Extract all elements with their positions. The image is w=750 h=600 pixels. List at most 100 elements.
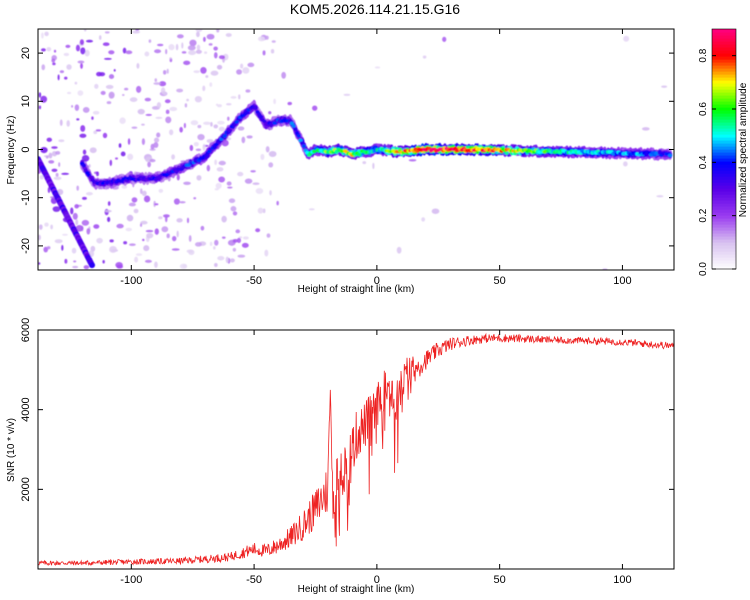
snr-marks <box>38 332 674 567</box>
colorbar-cell <box>712 227 736 231</box>
noise-speck <box>61 244 64 251</box>
noise-speck <box>218 176 226 183</box>
noise-speck <box>79 133 87 138</box>
noise-speck <box>230 96 237 99</box>
colorbar-cell <box>712 98 736 102</box>
noise-speck <box>144 259 152 263</box>
noise-speck <box>193 142 199 147</box>
noise-speck <box>53 176 62 180</box>
noise-speck <box>421 217 426 222</box>
noise-speck <box>46 246 51 250</box>
colorbar-cell <box>712 80 736 84</box>
y-tick-label: 10 <box>20 95 32 107</box>
noise-speck <box>137 108 145 115</box>
noise-speck <box>104 209 112 213</box>
noise-speck <box>141 123 145 126</box>
colorbar-cell <box>712 86 736 90</box>
noise-speck <box>75 219 79 226</box>
colorbar-cell <box>712 179 736 183</box>
noise-speck <box>232 247 237 252</box>
ridge-mark <box>312 149 317 154</box>
noise-speck <box>107 216 111 223</box>
ridge-mark <box>300 141 305 145</box>
colorbar-cell <box>712 155 736 159</box>
noise-speck <box>51 168 58 172</box>
noise-speck <box>312 105 318 111</box>
noise-speck <box>189 144 194 151</box>
noise-speck <box>41 64 46 71</box>
colorbar-cell <box>712 245 736 249</box>
noise-speck <box>214 239 219 246</box>
noise-speck <box>217 104 222 108</box>
colorbar-cell <box>712 212 736 216</box>
noise-speck <box>217 255 225 261</box>
ridge-mark <box>291 124 296 128</box>
colorbar-cell <box>712 176 736 180</box>
noise-speck <box>163 70 167 75</box>
colorbar-cell <box>712 68 736 72</box>
noise-speck <box>195 29 203 33</box>
colorbar-label: Normalized spectral amplitude <box>738 82 749 217</box>
noise-speck <box>187 45 196 51</box>
noise-speck <box>215 103 219 106</box>
noise-speck <box>75 44 81 52</box>
noise-speck <box>218 55 225 60</box>
y-tick-label: 6000 <box>20 318 32 342</box>
noise-speck <box>210 122 213 127</box>
noise-speck <box>108 50 115 55</box>
noise-speck <box>98 35 102 40</box>
noise-speck <box>158 188 164 193</box>
noise-speck <box>154 78 158 82</box>
colorbar-cell <box>712 260 736 264</box>
x-tick-label: -100 <box>120 275 142 287</box>
noise-speck <box>102 260 105 264</box>
noise-speck <box>165 48 168 55</box>
noise-speck <box>246 135 253 139</box>
noise-speck <box>265 35 269 40</box>
colorbar-cell <box>712 131 736 135</box>
colorbar-cell <box>712 47 736 51</box>
noise-speck <box>126 214 134 222</box>
noise-speck <box>206 139 214 143</box>
snr-background <box>38 330 674 569</box>
noise-speck <box>188 50 197 56</box>
colorbar-cell <box>712 263 736 267</box>
noise-speck <box>200 67 207 74</box>
noise-speck <box>109 159 113 166</box>
noise-speck <box>176 218 183 223</box>
noise-speck <box>235 229 241 234</box>
colorbar-cell <box>712 200 736 204</box>
noise-speck <box>82 107 90 113</box>
ridge-mark <box>88 175 93 179</box>
noise-speck <box>623 161 628 167</box>
noise-speck <box>66 64 72 70</box>
noise-speck <box>183 181 191 186</box>
noise-speck <box>40 147 48 154</box>
colorbar-cell <box>712 143 736 147</box>
noise-speck <box>142 238 145 242</box>
noise-speck <box>186 217 190 224</box>
noise-speck <box>135 253 143 257</box>
colorbar-cell <box>712 188 736 192</box>
noise-speck <box>38 262 41 265</box>
noise-speck <box>197 124 202 129</box>
noise-speck <box>216 29 220 33</box>
noise-speck <box>83 265 90 270</box>
noise-speck <box>213 46 218 51</box>
x-tick-label: 50 <box>494 574 506 586</box>
spectrogram-texture <box>38 29 673 270</box>
noise-speck <box>262 208 266 214</box>
colorbar-cell <box>712 164 736 168</box>
colorbar-cell <box>712 128 736 132</box>
snr-panel: -100 -50 0 50 100 2000 4000 6000 Height of stra… <box>6 318 675 595</box>
streak-mark <box>89 262 96 269</box>
colorbar-cell <box>712 62 736 66</box>
noise-speck <box>216 64 223 70</box>
noise-speck <box>205 75 209 78</box>
y-tick-label: 20 <box>20 47 32 59</box>
colorbar-tick-label: 0.6 <box>698 102 709 116</box>
noise-speck <box>227 116 230 121</box>
noise-speck <box>176 230 179 238</box>
